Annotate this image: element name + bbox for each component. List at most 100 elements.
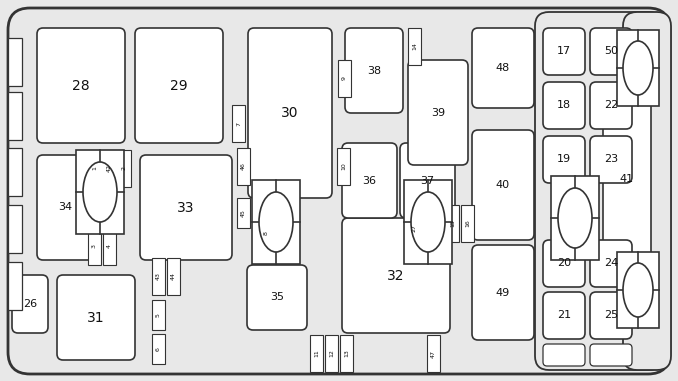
Bar xyxy=(232,105,245,142)
Bar xyxy=(325,335,338,372)
Text: 6: 6 xyxy=(156,347,161,351)
FancyBboxPatch shape xyxy=(603,100,651,258)
FancyBboxPatch shape xyxy=(135,28,223,143)
Ellipse shape xyxy=(623,41,653,95)
Text: 48: 48 xyxy=(496,63,510,73)
Bar xyxy=(408,210,421,247)
Bar xyxy=(461,205,474,242)
Bar xyxy=(252,180,300,264)
Text: 25: 25 xyxy=(604,311,618,320)
Bar xyxy=(103,150,116,187)
FancyBboxPatch shape xyxy=(590,136,632,183)
Bar xyxy=(260,215,273,252)
FancyBboxPatch shape xyxy=(140,155,232,260)
Bar xyxy=(404,180,452,264)
FancyBboxPatch shape xyxy=(37,28,125,143)
FancyBboxPatch shape xyxy=(543,240,585,287)
Text: 41: 41 xyxy=(620,174,634,184)
Text: 34: 34 xyxy=(58,202,73,213)
Text: 49: 49 xyxy=(496,288,510,298)
FancyBboxPatch shape xyxy=(400,143,455,218)
FancyBboxPatch shape xyxy=(590,28,632,75)
Text: 31: 31 xyxy=(87,311,105,325)
FancyBboxPatch shape xyxy=(57,275,135,360)
Bar xyxy=(340,335,353,372)
Text: 32: 32 xyxy=(387,269,405,282)
FancyBboxPatch shape xyxy=(543,136,585,183)
Ellipse shape xyxy=(411,192,445,252)
Text: 4: 4 xyxy=(107,245,112,248)
Text: 12: 12 xyxy=(329,349,334,357)
FancyBboxPatch shape xyxy=(543,28,585,75)
FancyBboxPatch shape xyxy=(12,275,48,333)
Text: 9: 9 xyxy=(342,77,347,80)
Text: 22: 22 xyxy=(604,101,618,110)
FancyBboxPatch shape xyxy=(472,130,534,240)
Text: 2: 2 xyxy=(122,166,127,171)
Text: 20: 20 xyxy=(557,258,571,269)
Text: 17: 17 xyxy=(557,46,571,56)
FancyBboxPatch shape xyxy=(248,28,332,198)
Bar xyxy=(338,60,351,97)
Text: 1: 1 xyxy=(92,166,97,170)
Bar xyxy=(237,148,250,185)
FancyBboxPatch shape xyxy=(590,292,632,339)
Ellipse shape xyxy=(558,188,592,248)
Text: 44: 44 xyxy=(171,272,176,280)
Bar xyxy=(551,176,599,260)
FancyBboxPatch shape xyxy=(543,82,585,129)
Text: 28: 28 xyxy=(72,78,89,93)
Bar xyxy=(152,258,165,295)
Text: 39: 39 xyxy=(431,107,445,117)
FancyBboxPatch shape xyxy=(472,28,534,108)
Text: 3: 3 xyxy=(92,245,97,248)
Text: 27: 27 xyxy=(412,224,417,232)
Bar xyxy=(152,334,165,364)
Text: 14: 14 xyxy=(412,43,417,50)
Text: 8: 8 xyxy=(264,232,269,235)
FancyBboxPatch shape xyxy=(590,240,632,287)
Text: 43: 43 xyxy=(156,272,161,280)
Bar xyxy=(118,150,131,187)
Text: 37: 37 xyxy=(420,176,435,186)
Bar xyxy=(76,150,124,234)
Bar xyxy=(8,205,22,253)
FancyBboxPatch shape xyxy=(623,12,671,370)
Bar xyxy=(408,28,421,65)
Bar xyxy=(152,300,165,330)
Text: 36: 36 xyxy=(363,176,376,186)
Bar xyxy=(8,148,22,196)
FancyBboxPatch shape xyxy=(590,82,632,129)
Text: 40: 40 xyxy=(496,180,510,190)
Text: 15: 15 xyxy=(450,219,455,227)
FancyBboxPatch shape xyxy=(408,60,468,165)
Text: 21: 21 xyxy=(557,311,571,320)
Text: 23: 23 xyxy=(604,155,618,165)
Text: 11: 11 xyxy=(314,350,319,357)
Text: 42: 42 xyxy=(107,165,112,173)
Text: 19: 19 xyxy=(557,155,571,165)
Text: 33: 33 xyxy=(177,200,195,215)
Text: 26: 26 xyxy=(23,299,37,309)
Bar xyxy=(167,258,180,295)
Text: 45: 45 xyxy=(241,209,246,217)
Bar xyxy=(8,38,22,86)
Text: 5: 5 xyxy=(156,313,161,317)
Bar xyxy=(617,252,659,328)
Text: 30: 30 xyxy=(281,106,299,120)
FancyBboxPatch shape xyxy=(543,292,585,339)
FancyBboxPatch shape xyxy=(535,12,663,370)
Bar xyxy=(337,148,350,185)
Ellipse shape xyxy=(623,263,653,317)
Ellipse shape xyxy=(83,162,117,222)
Bar xyxy=(310,335,323,372)
FancyBboxPatch shape xyxy=(342,218,450,333)
Text: 50: 50 xyxy=(604,46,618,56)
Text: 47: 47 xyxy=(431,349,436,357)
Text: 16: 16 xyxy=(465,219,470,227)
Text: 38: 38 xyxy=(367,66,381,75)
Text: 10: 10 xyxy=(341,163,346,170)
Text: 24: 24 xyxy=(604,258,618,269)
Text: 18: 18 xyxy=(557,101,571,110)
FancyBboxPatch shape xyxy=(342,143,397,218)
